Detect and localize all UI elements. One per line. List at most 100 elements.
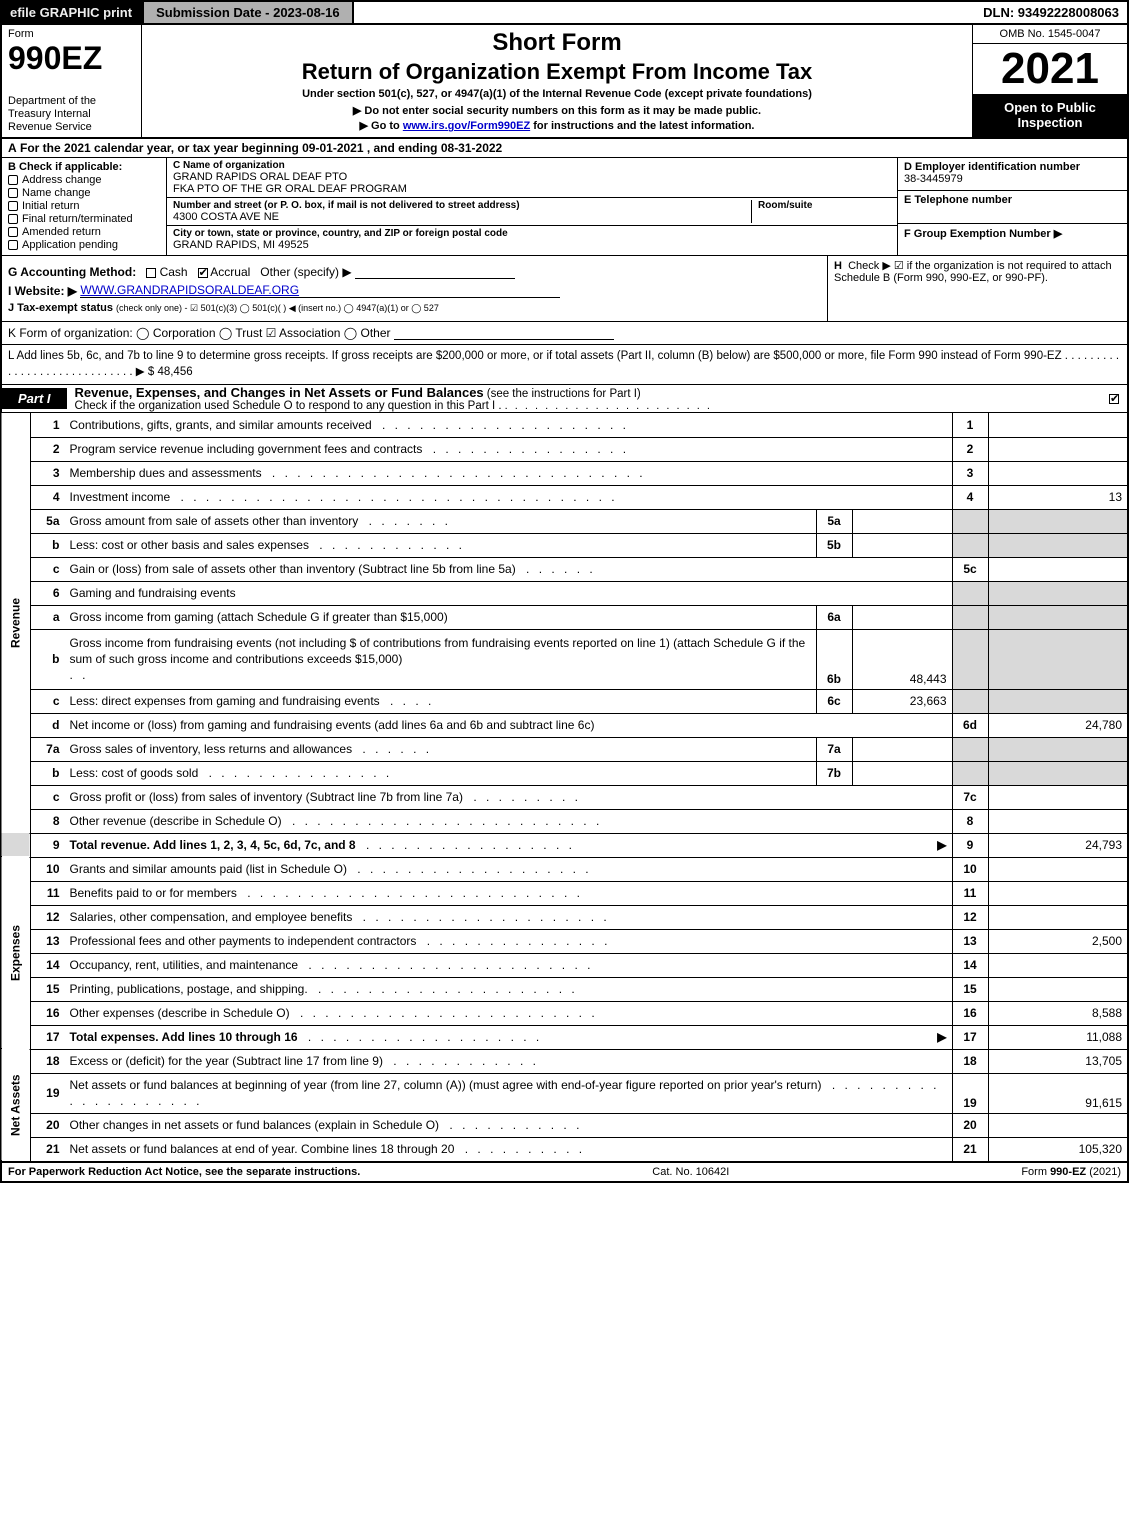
- revenue-side-label: Revenue: [1, 413, 31, 833]
- tax-year: 2021: [973, 44, 1127, 95]
- line-i: I Website: ▶ WWW.GRANDRAPIDSORALDEAF.ORG: [8, 281, 821, 300]
- line-15: 15 Printing, publications, postage, and …: [1, 977, 1128, 1001]
- room-hdr: Room/suite: [758, 200, 891, 211]
- footer-left: For Paperwork Reduction Act Notice, see …: [8, 1166, 360, 1178]
- line-5a: 5a Gross amount from sale of assets othe…: [1, 509, 1128, 533]
- line-5c: c Gain or (loss) from sale of assets oth…: [1, 557, 1128, 581]
- c-street: Number and street (or P. O. box, if mail…: [167, 198, 897, 226]
- c-city: City or town, state or province, country…: [167, 226, 897, 253]
- line-14: 14 Occupancy, rent, utilities, and maint…: [1, 953, 1128, 977]
- col-def: D Employer identification number 38-3445…: [897, 158, 1127, 255]
- line-5b: b Less: cost or other basis and sales ex…: [1, 533, 1128, 557]
- net-assets-side-label: Net Assets: [1, 1049, 31, 1161]
- f-group-exemption: F Group Exemption Number ▶: [898, 224, 1127, 256]
- header-center: Short Form Return of Organization Exempt…: [142, 25, 972, 137]
- row-k: K Form of organization: ◯ Corporation ◯ …: [0, 322, 1129, 345]
- topbar-left: efile GRAPHIC print Submission Date - 20…: [2, 2, 354, 23]
- lines-table: Revenue 1 Contributions, gifts, grants, …: [0, 413, 1129, 1162]
- cb-amended-return[interactable]: Amended return: [8, 226, 160, 238]
- line-13: 13 Professional fees and other payments …: [1, 929, 1128, 953]
- line-11: 11 Benefits paid to or for members . . .…: [1, 881, 1128, 905]
- row-l: L Add lines 5b, 6c, and 7b to line 9 to …: [0, 345, 1129, 385]
- line-7a: 7a Gross sales of inventory, less return…: [1, 737, 1128, 761]
- header-left: Form 990EZ Department of the Treasury In…: [2, 25, 142, 137]
- omb-number: OMB No. 1545-0047: [973, 25, 1127, 44]
- cb-application-pending[interactable]: Application pending: [8, 239, 160, 251]
- line-j: J Tax-exempt status (check only one) - ☑…: [8, 300, 821, 318]
- department-label: Department of the Treasury Internal Reve…: [8, 95, 135, 135]
- submission-date: Submission Date - 2023-08-16: [142, 2, 354, 23]
- line-9: 9 Total revenue. Add lines 1, 2, 3, 4, 5…: [1, 833, 1128, 857]
- c-street-hdr: Number and street (or P. O. box, if mail…: [173, 200, 745, 211]
- line-3: 3 Membership dues and assessments . . . …: [1, 461, 1128, 485]
- under-section-text: Under section 501(c), 527, or 4947(a)(1)…: [152, 88, 962, 100]
- accrual-checkbox[interactable]: [198, 268, 208, 278]
- cb-name-change[interactable]: Name change: [8, 187, 160, 199]
- page-footer: For Paperwork Reduction Act Notice, see …: [0, 1162, 1129, 1183]
- website-link[interactable]: WWW.GRANDRAPIDSORALDEAF.ORG: [80, 283, 299, 297]
- col-c: C Name of organization GRAND RAPIDS ORAL…: [167, 158, 897, 255]
- line-7b: b Less: cost of goods sold . . . . . . .…: [1, 761, 1128, 785]
- line-6c: c Less: direct expenses from gaming and …: [1, 689, 1128, 713]
- line-12: 12 Salaries, other compensation, and emp…: [1, 905, 1128, 929]
- line-19: 19 Net assets or fund balances at beginn…: [1, 1073, 1128, 1113]
- line-1: Revenue 1 Contributions, gifts, grants, …: [1, 413, 1128, 437]
- row-a: A For the 2021 calendar year, or tax yea…: [0, 139, 1129, 158]
- c-name-hdr: C Name of organization: [173, 160, 891, 171]
- b-header: B Check if applicable:: [8, 161, 160, 173]
- part-i-titlenote: (see the instructions for Part I): [487, 388, 641, 400]
- line-17: 17 Total expenses. Add lines 10 through …: [1, 1025, 1128, 1049]
- footer-right: Form 990-EZ (2021): [1021, 1166, 1121, 1178]
- h-label: H: [834, 260, 842, 272]
- part-i-title: Revenue, Expenses, and Changes in Net As…: [75, 385, 484, 400]
- e-telephone: E Telephone number: [898, 191, 1127, 224]
- part-i-checkbox[interactable]: [1109, 394, 1119, 404]
- part-i-header: Part I Revenue, Expenses, and Changes in…: [0, 385, 1129, 413]
- line-6d: d Net income or (loss) from gaming and f…: [1, 713, 1128, 737]
- footer-center: Cat. No. 10642I: [652, 1166, 729, 1178]
- line-2: 2 Program service revenue including gove…: [1, 437, 1128, 461]
- g-label: G Accounting Method:: [8, 265, 136, 279]
- instructions-link[interactable]: www.irs.gov/Form990EZ: [403, 120, 530, 132]
- d-ein: D Employer identification number 38-3445…: [898, 158, 1127, 191]
- section-bcdef: B Check if applicable: Address change Na…: [0, 158, 1129, 256]
- line-g: G Accounting Method: Cash Accrual Other …: [8, 259, 821, 281]
- part-i-tag: Part I: [2, 388, 67, 409]
- c-name: C Name of organization GRAND RAPIDS ORAL…: [167, 158, 897, 198]
- j-sub: (check only one) - ☑ 501(c)(3) ◯ 501(c)(…: [116, 303, 439, 313]
- h-text: Check ▶ ☑ if the organization is not req…: [834, 260, 1112, 284]
- line-8: 8 Other revenue (describe in Schedule O)…: [1, 809, 1128, 833]
- header-right: OMB No. 1545-0047 2021 Open to Public In…: [972, 25, 1127, 137]
- i-label: I Website: ▶: [8, 284, 77, 298]
- line-18: Net Assets 18 Excess or (deficit) for th…: [1, 1049, 1128, 1073]
- d-hdr: D Employer identification number: [904, 161, 1121, 173]
- row-a-text: For the 2021 calendar year, or tax year …: [20, 141, 502, 155]
- f-hdr: F Group Exemption Number ▶: [904, 227, 1121, 240]
- k-text: K Form of organization: ◯ Corporation ◯ …: [8, 326, 391, 340]
- line-6a: a Gross income from gaming (attach Sched…: [1, 605, 1128, 629]
- cb-initial-return[interactable]: Initial return: [8, 200, 160, 212]
- e-hdr: E Telephone number: [904, 194, 1121, 206]
- cb-address-change[interactable]: Address change: [8, 174, 160, 186]
- topbar: efile GRAPHIC print Submission Date - 20…: [0, 0, 1129, 25]
- gh-left: G Accounting Method: Cash Accrual Other …: [2, 256, 827, 321]
- cb-final-return[interactable]: Final return/terminated: [8, 213, 160, 225]
- line-6b: b Gross income from fundraising events (…: [1, 629, 1128, 689]
- part-i-sub: Check if the organization used Schedule …: [75, 400, 502, 412]
- line-4: 4 Investment income . . . . . . . . . . …: [1, 485, 1128, 509]
- gh-row: G Accounting Method: Cash Accrual Other …: [0, 256, 1129, 322]
- form-number: 990EZ: [8, 42, 135, 74]
- line-10: Expenses 10 Grants and similar amounts p…: [1, 857, 1128, 881]
- city-state-zip: GRAND RAPIDS, MI 49525: [173, 239, 891, 251]
- org-name-1: GRAND RAPIDS ORAL DEAF PTO: [173, 171, 891, 183]
- form-word: Form: [8, 28, 135, 40]
- j-label: J Tax-exempt status: [8, 302, 113, 314]
- line-16: 16 Other expenses (describe in Schedule …: [1, 1001, 1128, 1025]
- expenses-side-label: Expenses: [1, 857, 31, 1049]
- line-20: 20 Other changes in net assets or fund b…: [1, 1113, 1128, 1137]
- efile-print-button[interactable]: efile GRAPHIC print: [2, 2, 142, 23]
- room-suite: Room/suite: [751, 200, 891, 223]
- gh-right: H Check ▶ ☑ if the organization is not r…: [827, 256, 1127, 321]
- open-to-public: Open to Public Inspection: [973, 95, 1127, 137]
- col-b: B Check if applicable: Address change Na…: [2, 158, 167, 255]
